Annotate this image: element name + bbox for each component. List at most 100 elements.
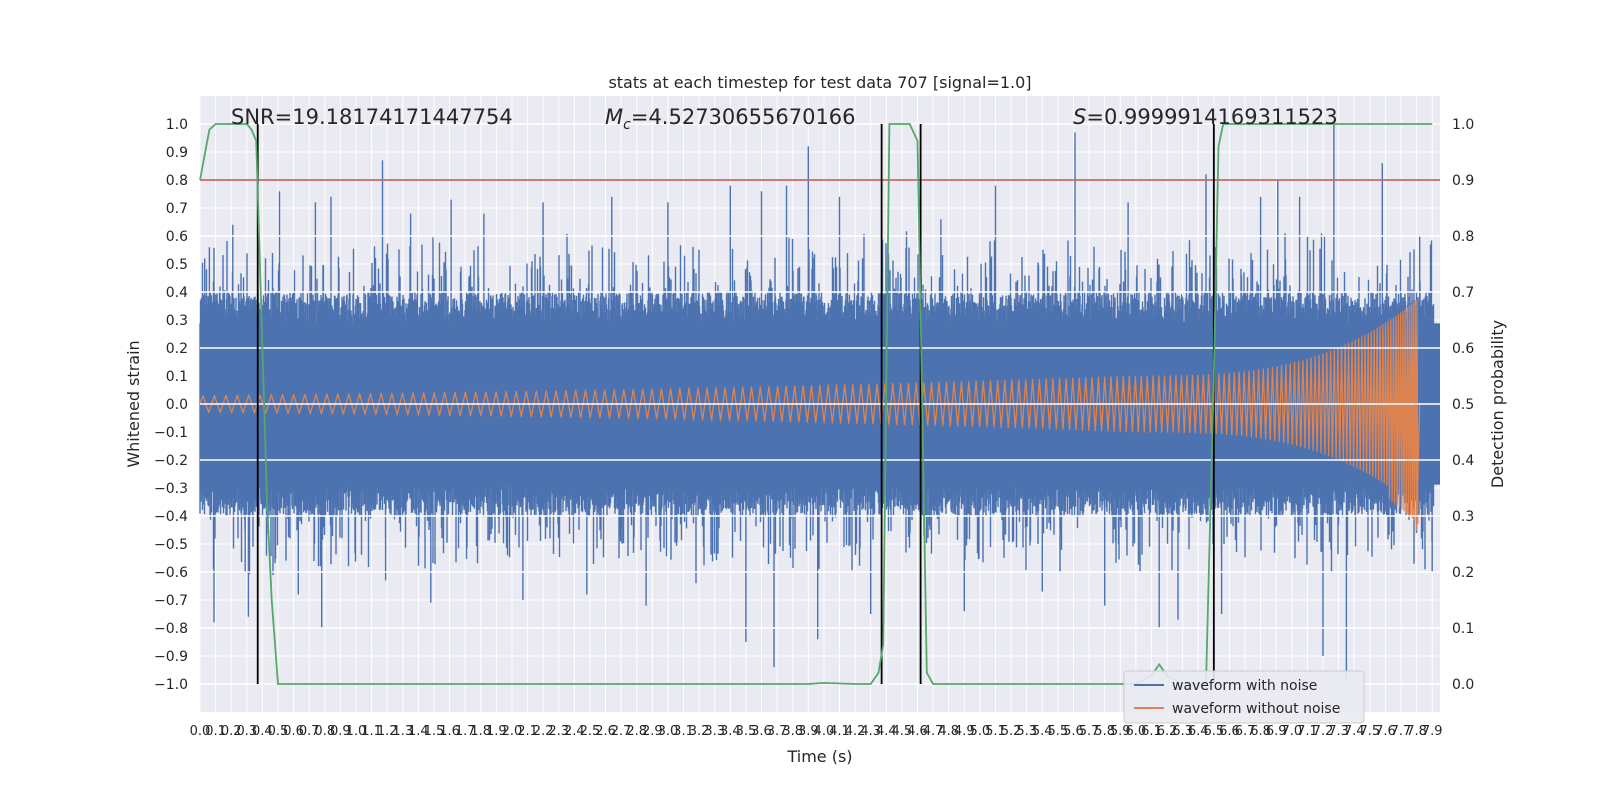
y-axis-label-left: Whitened strain	[124, 340, 143, 467]
x-tick-label: 3.2	[689, 724, 710, 739]
x-tick-label: 0.8	[314, 724, 335, 739]
y-tick-label-left: −0.2	[154, 453, 188, 469]
x-tick-label: 2.5	[580, 724, 601, 739]
x-tick-label: 3.6	[751, 724, 772, 739]
x-tick-label: 1.0	[346, 724, 367, 739]
x-tick-label: 4.8	[938, 724, 959, 739]
x-tick-label: 2.3	[548, 724, 569, 739]
x-tick-label: 2.4	[564, 724, 585, 739]
x-tick-label: 3.1	[673, 724, 694, 739]
x-tick-label: 0.9	[330, 724, 351, 739]
x-tick-label: 2.6	[595, 724, 616, 739]
chirp-mass-subscript: c	[623, 117, 631, 133]
x-tick-label: 4.9	[954, 724, 975, 739]
chirp-mass-symbol: M	[605, 105, 623, 129]
x-tick-label: 5.7	[1079, 724, 1100, 739]
x-tick-label: 4.3	[860, 724, 881, 739]
x-tick-label: 1.6	[439, 724, 460, 739]
y-axis-label-right: Detection probability	[1488, 320, 1507, 488]
x-tick-label: 3.7	[767, 724, 788, 739]
x-tick-label: 2.9	[642, 724, 663, 739]
x-tick-label: 5.1	[985, 724, 1006, 739]
x-tick-label: 3.5	[736, 724, 757, 739]
y-tick-label-right: 0.1	[1452, 621, 1474, 637]
y-tick-label-left: −0.3	[154, 481, 188, 497]
y-tick-label-left: 0.7	[166, 201, 188, 217]
y-tick-label-right: 0.9	[1452, 173, 1474, 189]
snr-annotation: SNR=19.18174171447754	[231, 105, 513, 129]
y-tick-label-left: 0.8	[166, 173, 188, 189]
y-tick-label-left: −1.0	[154, 677, 188, 693]
chart-title: stats at each timestep for test data 707…	[608, 73, 1031, 92]
x-tick-label: 1.9	[486, 724, 507, 739]
x-tick-label: 7.6	[1375, 724, 1396, 739]
x-tick-label: 7.0	[1281, 724, 1302, 739]
y-tick-label-left: 0.9	[166, 145, 188, 161]
x-tick-label: 5.8	[1094, 724, 1115, 739]
chirp-trace	[199, 299, 1440, 531]
x-tick-label: 5.9	[1110, 724, 1131, 739]
x-tick-label: 4.4	[876, 724, 897, 739]
s-annotation: S=0.9999914169311523	[1073, 105, 1338, 129]
x-tick-label: 2.1	[517, 724, 538, 739]
x-tick-label: 0.2	[221, 724, 242, 739]
x-tick-label: 7.2	[1313, 724, 1334, 739]
x-tick-label: 6.3	[1172, 724, 1193, 739]
chirp-mass-value: 4.52730655670166	[648, 105, 855, 129]
x-tick-label: 4.7	[923, 724, 944, 739]
y-tick-label-left: 0.2	[166, 341, 188, 357]
x-axis-label: Time (s)	[786, 747, 852, 766]
y-tick-label-left: 0.0	[166, 397, 188, 413]
chirp-mass-prefix: =	[631, 105, 649, 129]
y-tick-label-left: 0.6	[166, 229, 188, 245]
y-tick-label-left: −0.7	[154, 593, 188, 609]
y-tick-labels-right: 1.0 0.9 0.8 0.7 0.6 0.5 0.4 0.3 0.2 0.1 0.0	[1452, 117, 1474, 693]
x-tick-label: 1.1	[361, 724, 382, 739]
y-tick-label-right: 0.3	[1452, 509, 1474, 525]
x-tick-label: 2.7	[611, 724, 632, 739]
x-tick-label: 3.3	[704, 724, 725, 739]
x-tick-label: 3.0	[658, 724, 679, 739]
x-tick-label: 2.2	[533, 724, 554, 739]
x-tick-label: 7.7	[1391, 724, 1412, 739]
snr-prefix: SNR=	[231, 105, 292, 129]
x-tick-label: 5.2	[1001, 724, 1022, 739]
y-tick-label-left: −0.4	[154, 509, 188, 525]
x-tick-label: 1.3	[392, 724, 413, 739]
x-tick-label: 7.1	[1297, 724, 1318, 739]
y-tick-labels-left: 1.0 0.9 0.8 0.7 0.6 0.5 0.4 0.3 0.2 0.1 0.0 −0.1 −0.…	[154, 117, 188, 693]
x-tick-label: 0.3	[236, 724, 257, 739]
y-tick-label-left: −0.5	[154, 537, 188, 553]
x-tick-label: 6.0	[1126, 724, 1147, 739]
x-tick-label: 5.3	[1016, 724, 1037, 739]
x-tick-label: 7.5	[1359, 724, 1380, 739]
x-tick-label: 4.0	[814, 724, 835, 739]
s-value: 0.9999914169311523	[1104, 105, 1338, 129]
x-tick-label: 0.6	[283, 724, 304, 739]
x-tick-label: 0.1	[205, 724, 226, 739]
y-tick-label-left: 0.3	[166, 313, 188, 329]
y-tick-label-left: −0.1	[154, 425, 188, 441]
x-tick-label: 4.2	[845, 724, 866, 739]
x-tick-label: 3.8	[782, 724, 803, 739]
y-tick-label-left: −0.9	[154, 649, 188, 665]
x-tick-label: 4.1	[829, 724, 850, 739]
x-tick-label: 7.8	[1406, 724, 1427, 739]
x-tick-label: 4.5	[892, 724, 913, 739]
y-tick-label-left: −0.8	[154, 621, 188, 637]
x-tick-label: 4.6	[907, 724, 928, 739]
x-tick-label: 6.7	[1235, 724, 1256, 739]
legend-label-noise: waveform with noise	[1172, 678, 1317, 694]
x-tick-label: 7.9	[1422, 724, 1443, 739]
y-tick-label-left: −0.6	[154, 565, 188, 581]
y-tick-label-right: 0.5	[1452, 397, 1474, 413]
series-waveform-without-noise	[199, 299, 1440, 531]
x-tick-label: 1.8	[470, 724, 491, 739]
y-tick-label-right: 0.7	[1452, 285, 1474, 301]
y-tick-label-right: 1.0	[1452, 117, 1474, 133]
snr-value: 19.18174171447754	[292, 105, 512, 129]
y-tick-label-left: 1.0	[166, 117, 188, 133]
y-tick-label-right: 0.4	[1452, 453, 1474, 469]
x-tick-label: 5.4	[1032, 724, 1053, 739]
